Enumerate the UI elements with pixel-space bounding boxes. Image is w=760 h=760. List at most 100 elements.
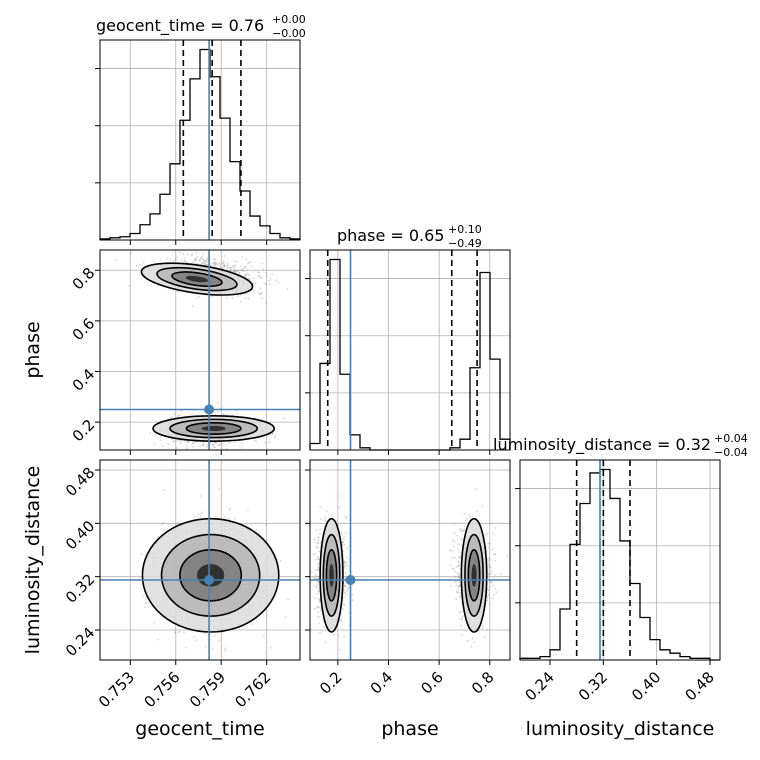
sample-point [458, 596, 461, 599]
sample-point [456, 576, 459, 578]
sample-point [223, 255, 226, 257]
sample-point [316, 592, 319, 595]
sample-point [345, 517, 347, 519]
x-tick-label: 0.24 [521, 668, 557, 704]
sample-point [490, 522, 492, 525]
sample-point [174, 258, 177, 261]
sample-point [323, 519, 326, 522]
sample-point [283, 417, 286, 420]
sample-point [244, 266, 247, 268]
sample-point [185, 261, 188, 264]
sample-point [175, 447, 178, 450]
sample-point [199, 258, 202, 261]
xlabel-phase: phase [381, 718, 438, 740]
sample-point [486, 599, 489, 602]
contour-1-1 [169, 418, 259, 439]
sample-point [348, 612, 350, 614]
sample-point [187, 441, 190, 444]
sample-point [157, 638, 159, 641]
sample-point [230, 267, 232, 270]
sample-point [215, 442, 218, 444]
sample-point [245, 274, 248, 277]
sample-point [222, 260, 225, 263]
sample-point [323, 626, 325, 628]
sample-point [459, 618, 461, 620]
sample-point [318, 550, 321, 553]
sample-point [344, 572, 347, 574]
sample-point [169, 417, 172, 419]
sample-point [202, 444, 205, 447]
sample-point [314, 574, 317, 577]
sample-point [139, 263, 142, 266]
sample-point [257, 271, 259, 274]
sample-point [265, 524, 267, 526]
sample-point [314, 541, 317, 543]
histogram-luminosity_distance [519, 468, 720, 661]
x-tick-label: 0.4 [367, 668, 397, 698]
sample-point [218, 639, 220, 642]
panel-frame [99, 459, 301, 661]
sample-point [271, 432, 274, 435]
sample-point [274, 434, 277, 437]
panel-frame [309, 249, 511, 451]
y-tick-label: 0.48 [62, 464, 98, 500]
sample-point [183, 631, 186, 633]
sample-point [314, 568, 316, 571]
title-geocent_time-plus: +0.00 [272, 13, 306, 26]
sample-point [255, 440, 258, 443]
sample-point [232, 270, 235, 273]
sample-point [490, 573, 493, 575]
sample-point [224, 649, 226, 652]
sample-point [275, 279, 278, 282]
sample-point [494, 553, 497, 556]
sample-point [460, 530, 463, 533]
sample-point [237, 295, 239, 298]
sample-point [196, 255, 199, 258]
sample-point [211, 443, 214, 446]
sample-point [218, 264, 221, 267]
sample-point [268, 279, 270, 282]
sample-point [182, 253, 185, 255]
histogram-phase [309, 258, 511, 451]
sample-point [475, 488, 478, 491]
sample-point [457, 576, 460, 579]
sample-point [343, 595, 346, 598]
sample-point [344, 591, 346, 593]
sample-point [457, 585, 460, 588]
sample-point [169, 259, 172, 261]
sample-point [159, 436, 162, 438]
sample-point [213, 635, 216, 637]
sample-point [345, 561, 348, 564]
sample-point [459, 611, 461, 613]
sample-point [213, 261, 216, 264]
sample-point [261, 291, 263, 294]
sample-point [249, 261, 252, 263]
contour-0-0 [140, 262, 254, 296]
sample-point [459, 611, 461, 613]
sample-point [487, 589, 490, 591]
sample-point [455, 566, 458, 569]
sample-point [269, 647, 272, 649]
sample-point [226, 264, 229, 266]
sample-point [344, 585, 347, 588]
sample-point [194, 514, 197, 517]
sample-point [456, 591, 458, 594]
sample-point [488, 559, 491, 562]
sample-point [485, 534, 487, 536]
sample-point [313, 577, 316, 579]
sample-point [488, 573, 490, 576]
sample-point [343, 562, 346, 565]
sample-point [144, 606, 147, 609]
sample-point [248, 261, 251, 264]
sample-point [185, 445, 188, 448]
sample-point [193, 258, 196, 261]
panel-frame [99, 249, 301, 451]
sample-point [212, 257, 215, 260]
sample-point [265, 615, 268, 617]
sample-point [213, 443, 215, 445]
sample-point [211, 444, 214, 447]
sample-point [317, 558, 319, 560]
sample-point [234, 517, 236, 520]
sample-point [206, 258, 208, 261]
contour-1-2 [467, 549, 481, 602]
